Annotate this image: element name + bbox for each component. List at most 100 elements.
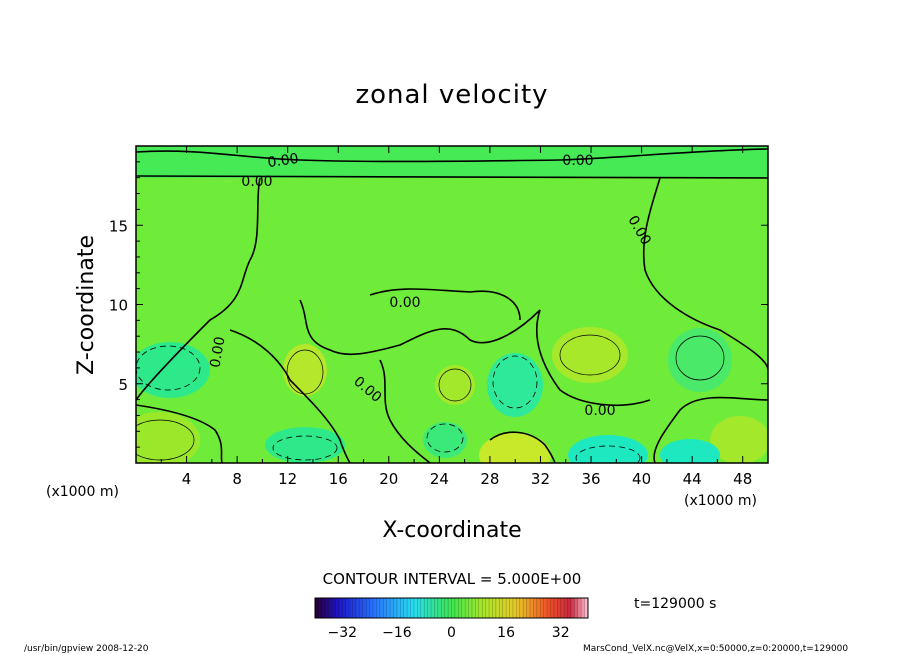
colorbar-segment bbox=[465, 598, 469, 618]
region-negative bbox=[487, 353, 543, 417]
region-positive bbox=[435, 365, 475, 405]
y-tick-label: 5 bbox=[118, 376, 128, 394]
contour-label: 0.00 bbox=[389, 295, 420, 311]
x-unit-left: (x1000 m) bbox=[46, 484, 119, 500]
colorbar-segment bbox=[373, 598, 377, 618]
contour-label: 0.00 bbox=[241, 174, 272, 190]
y-axis-label: Z-coordinate bbox=[74, 235, 99, 375]
colorbar-segment bbox=[386, 598, 391, 618]
colorbar-segment bbox=[509, 598, 514, 618]
colorbar-segment bbox=[393, 598, 398, 618]
colorbar-segment bbox=[512, 598, 517, 618]
x-tick-label: 28 bbox=[480, 470, 499, 488]
colorbar-segment bbox=[379, 598, 384, 618]
time-label: t=129000 s bbox=[634, 596, 716, 612]
colorbar-segment bbox=[335, 598, 340, 618]
x-tick-label: 36 bbox=[581, 470, 600, 488]
colorbar-segment bbox=[383, 598, 387, 618]
colorbar-segment bbox=[352, 598, 357, 618]
y-tick-label: 10 bbox=[109, 297, 128, 315]
colorbar-segment bbox=[468, 598, 473, 618]
colorbar-tick-label: 0 bbox=[447, 625, 456, 641]
colorbar-segment bbox=[328, 598, 333, 618]
x-tick-label: 12 bbox=[278, 470, 297, 488]
colorbar-segment bbox=[519, 598, 524, 618]
colorbar-segment bbox=[458, 598, 463, 618]
colorbar-segment bbox=[417, 598, 422, 618]
colorbar-segment bbox=[495, 598, 500, 618]
region-negative bbox=[568, 435, 648, 463]
region-positive bbox=[479, 433, 551, 463]
colorbar-segment bbox=[349, 598, 353, 618]
colorbar-segment bbox=[355, 598, 360, 618]
contour-label: 0.00 bbox=[207, 335, 228, 368]
colorbar-segment bbox=[451, 598, 456, 618]
colorbar-segment bbox=[567, 598, 572, 618]
colorbar-segment bbox=[437, 598, 442, 618]
region-positive bbox=[283, 344, 327, 396]
colorbar-segment bbox=[547, 598, 551, 618]
colorbar-segment bbox=[410, 598, 415, 618]
colorbar-segment bbox=[444, 598, 449, 618]
x-tick-label: 40 bbox=[632, 470, 651, 488]
colorbar-segment bbox=[369, 598, 374, 618]
colorbar-segment bbox=[315, 598, 319, 618]
colorbar-segment bbox=[366, 598, 370, 618]
colorbar-segment bbox=[471, 598, 476, 618]
footer-left: /usr/bin/gpview 2008-12-20 bbox=[24, 644, 149, 654]
colorbar-segment bbox=[482, 598, 486, 618]
colorbar-segment bbox=[403, 598, 408, 618]
colorbar-segment bbox=[475, 598, 480, 618]
colorbar-frame bbox=[314, 597, 589, 619]
x-tick-label: 4 bbox=[182, 470, 192, 488]
colorbar-segment bbox=[362, 598, 367, 618]
x-tick-label: 8 bbox=[232, 470, 242, 488]
colorbar-segment bbox=[533, 598, 538, 618]
colorbar-segment bbox=[506, 598, 510, 618]
colorbar-segment bbox=[376, 598, 381, 618]
colorbar-segment bbox=[424, 598, 428, 618]
colorbar-segment bbox=[345, 598, 350, 618]
colorbar-segment bbox=[577, 598, 582, 618]
footer-right: MarsCond_VelX.nc@VelX,x=0:50000,z=0:2000… bbox=[583, 644, 848, 654]
x-tick-label: 44 bbox=[683, 470, 702, 488]
x-axis-label: X-coordinate bbox=[382, 518, 521, 543]
colorbar-segment bbox=[478, 598, 483, 618]
colorbar-segment bbox=[526, 598, 531, 618]
contour-label: 0.00 bbox=[562, 153, 593, 169]
minor-contours bbox=[136, 334, 725, 461]
colorbar-segment bbox=[516, 598, 521, 618]
colorbar bbox=[314, 598, 589, 618]
chart-title: zonal velocity bbox=[355, 80, 548, 110]
colorbar-segment bbox=[543, 598, 548, 618]
colorbar-segment bbox=[427, 598, 432, 618]
y-axis: 5 10 15 bbox=[109, 161, 768, 448]
colorbar-segment bbox=[502, 598, 507, 618]
colorbar-segment bbox=[420, 598, 425, 618]
x-tick-label: 16 bbox=[329, 470, 348, 488]
colorbar-segment bbox=[489, 598, 493, 618]
colorbar-segment bbox=[553, 598, 558, 618]
colorbar-segment bbox=[448, 598, 452, 618]
x-tick-label: 32 bbox=[531, 470, 550, 488]
colorbar-segment bbox=[407, 598, 411, 618]
colorbar-segment bbox=[557, 598, 561, 618]
x-unit-right: (x1000 m) bbox=[684, 493, 757, 509]
colorbar-segment bbox=[584, 598, 589, 618]
colorbar-segment bbox=[485, 598, 490, 618]
colorbar-segment bbox=[338, 598, 343, 618]
zero-contours bbox=[136, 148, 768, 463]
plot-area: 0.000.000.000.000.000.000.000.00 bbox=[136, 146, 768, 463]
contour-label: 0.00 bbox=[584, 403, 615, 419]
region-positive bbox=[552, 327, 628, 383]
x-axis: 4 8 12 16 20 24 28 32 36 40 44 48 bbox=[160, 146, 752, 488]
colorbar-segment bbox=[461, 598, 466, 618]
colorbar-segment bbox=[540, 598, 544, 618]
colorbar-segment bbox=[536, 598, 541, 618]
colorbar-segment bbox=[431, 598, 435, 618]
colorbar-tick-label: −32 bbox=[328, 625, 358, 641]
colorbar-segment bbox=[499, 598, 503, 618]
contour-interval-label: CONTOUR INTERVAL = 5.000E+00 bbox=[323, 570, 582, 588]
x-tick-label: 48 bbox=[733, 470, 752, 488]
y-tick-label: 15 bbox=[109, 217, 128, 235]
